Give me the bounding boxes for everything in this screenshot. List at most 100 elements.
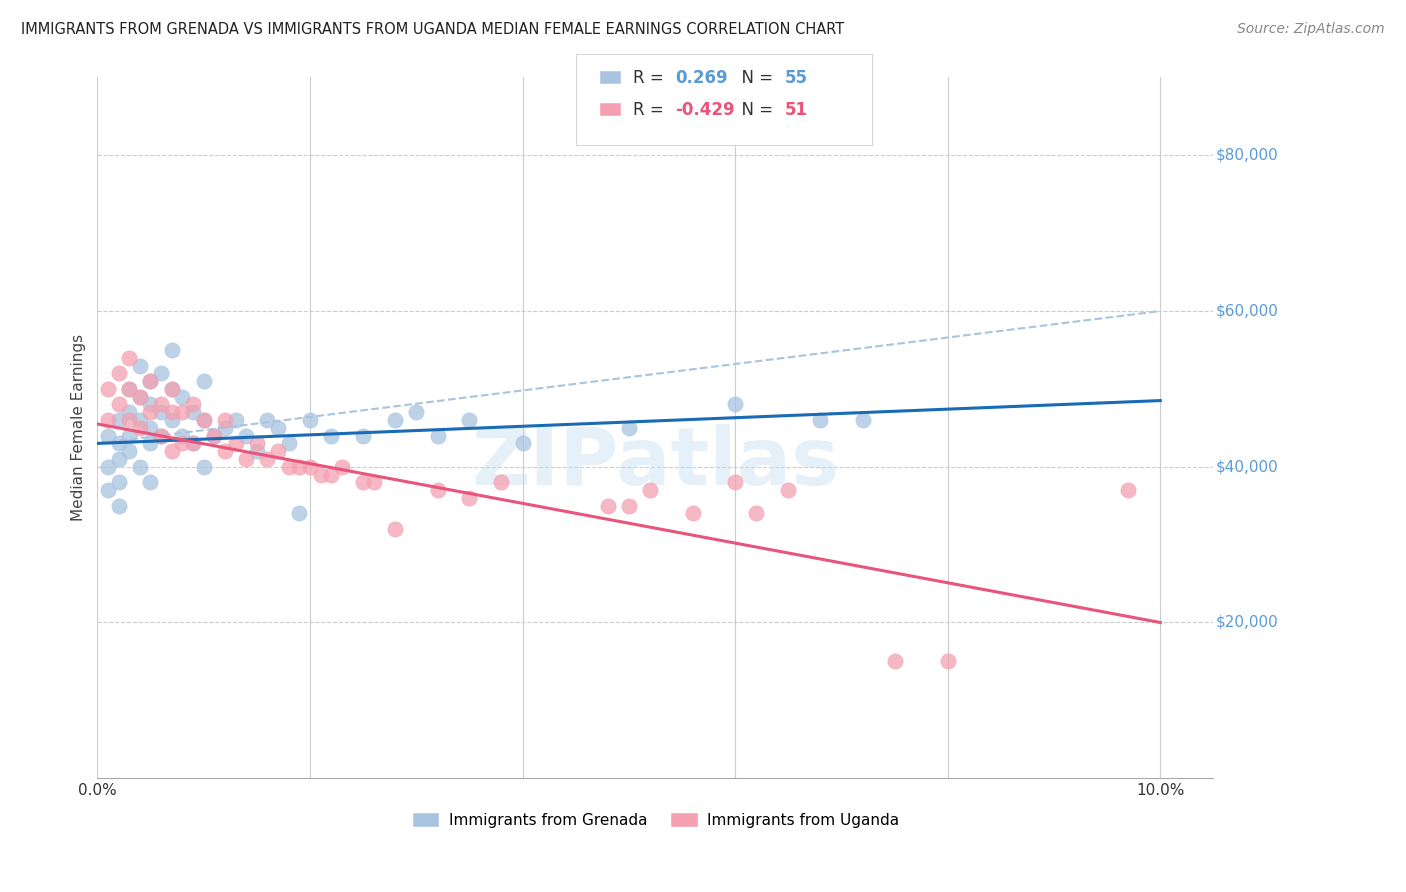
Point (139, 397, 162, 411)
Point (745, 507, 768, 521)
Text: ZIPatlas: ZIPatlas (471, 424, 839, 502)
Point (277, 459, 299, 474)
Point (139, 374, 162, 388)
Point (181, 405, 204, 419)
Point (172, 428, 194, 442)
Point (97, 428, 120, 442)
Point (128, 459, 150, 474)
Point (638, 483, 661, 497)
Point (181, 436, 204, 450)
Point (267, 444, 290, 458)
Point (214, 444, 236, 458)
Text: R =: R = (633, 69, 669, 87)
Point (139, 436, 162, 450)
Point (139, 475, 162, 490)
Point (298, 459, 321, 474)
Point (225, 436, 247, 450)
Point (617, 499, 640, 513)
Point (405, 405, 427, 419)
Point (298, 413, 321, 427)
Point (330, 459, 353, 474)
Point (256, 413, 278, 427)
Point (852, 413, 875, 427)
Point (596, 499, 619, 513)
Text: $40,000: $40,000 (1216, 459, 1278, 475)
Point (883, 655, 905, 669)
Point (128, 390, 150, 404)
Point (426, 428, 449, 442)
Point (458, 491, 481, 505)
Point (193, 413, 215, 427)
Point (139, 405, 162, 419)
Point (808, 413, 831, 427)
Point (160, 343, 183, 357)
Point (150, 428, 173, 442)
Point (107, 475, 129, 490)
Point (97, 483, 120, 497)
Point (724, 475, 747, 490)
Text: $80,000: $80,000 (1216, 148, 1278, 163)
Y-axis label: Median Female Earnings: Median Female Earnings (72, 334, 86, 522)
Point (128, 390, 150, 404)
Point (118, 444, 141, 458)
Point (235, 428, 257, 442)
Point (118, 405, 141, 419)
Point (193, 374, 215, 388)
Text: 51: 51 (785, 101, 807, 119)
Text: N =: N = (731, 101, 779, 119)
Point (118, 382, 141, 396)
Point (150, 397, 173, 411)
Point (193, 459, 215, 474)
Point (107, 499, 129, 513)
Point (309, 467, 332, 482)
Point (97, 382, 120, 396)
Point (150, 428, 173, 442)
Point (288, 459, 311, 474)
Point (160, 444, 183, 458)
Point (181, 397, 204, 411)
Point (202, 428, 225, 442)
Point (724, 397, 747, 411)
Point (682, 507, 704, 521)
Point (107, 397, 129, 411)
Point (321, 467, 343, 482)
Point (128, 413, 150, 427)
Point (107, 452, 129, 467)
Point (235, 452, 257, 467)
Legend: Immigrants from Grenada, Immigrants from Uganda: Immigrants from Grenada, Immigrants from… (406, 805, 905, 834)
Point (118, 428, 141, 442)
Point (107, 413, 129, 427)
Point (150, 405, 173, 419)
Point (193, 413, 215, 427)
Point (214, 413, 236, 427)
Point (363, 475, 385, 490)
Text: $20,000: $20,000 (1216, 615, 1278, 630)
Point (617, 421, 640, 435)
Point (160, 405, 183, 419)
Text: N =: N = (731, 69, 779, 87)
Point (160, 382, 183, 396)
Text: $60,000: $60,000 (1216, 303, 1278, 318)
Point (181, 436, 204, 450)
Point (107, 367, 129, 381)
Point (118, 351, 141, 365)
Point (384, 522, 406, 536)
Point (458, 413, 481, 427)
Point (128, 359, 150, 373)
Text: IMMIGRANTS FROM GRENADA VS IMMIGRANTS FROM UGANDA MEDIAN FEMALE EARNINGS CORRELA: IMMIGRANTS FROM GRENADA VS IMMIGRANTS FR… (21, 22, 845, 37)
Point (246, 444, 269, 458)
Point (172, 436, 194, 450)
Point (936, 655, 959, 669)
Point (97, 459, 120, 474)
Text: 55: 55 (785, 69, 807, 87)
Point (172, 405, 194, 419)
Point (267, 421, 290, 435)
Point (139, 421, 162, 435)
Point (321, 428, 343, 442)
Point (277, 436, 299, 450)
Point (118, 382, 141, 396)
Point (256, 452, 278, 467)
Point (107, 436, 129, 450)
Text: -0.429: -0.429 (675, 101, 734, 119)
Point (352, 475, 374, 490)
